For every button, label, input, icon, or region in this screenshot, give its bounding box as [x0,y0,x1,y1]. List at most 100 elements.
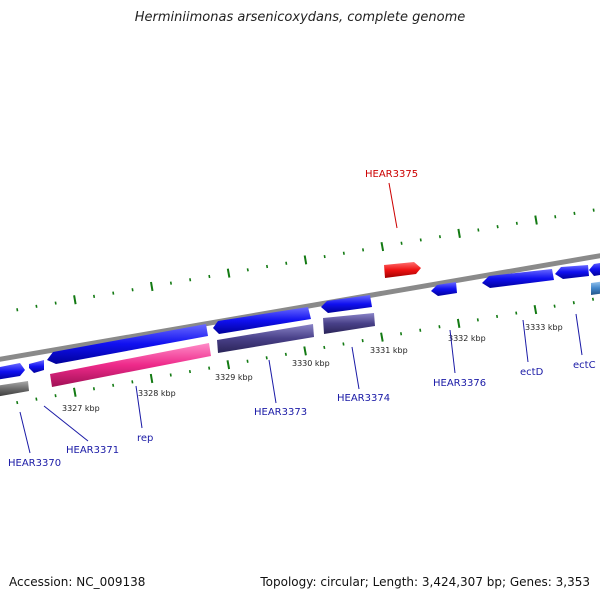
gene-arrow-forward-3[interactable] [47,324,208,364]
inner-minor-tick [419,328,422,332]
gene-label-hear3374[interactable]: HEAR3374 [337,393,390,404]
gene-arrow-forward-1[interactable] [0,363,25,380]
inner-minor-tick [92,387,95,391]
inner-major-tick [456,318,461,328]
outer-minor-tick [342,251,345,255]
inner-minor-tick [265,356,268,360]
inner-minor-tick [208,366,211,370]
page-title: Herminiimonas arsenicoxydans, complete g… [134,10,466,25]
gene-label-hear3376[interactable]: HEAR3376 [433,378,486,389]
outer-minor-tick [573,211,576,216]
leader-ectc [575,313,583,356]
gene-label-rep[interactable]: rep [137,433,153,444]
gene-arrow-forward-8[interactable] [555,265,589,279]
leader-hear3373 [268,359,277,404]
outer-minor-tick [285,261,288,265]
inner-minor-tick [553,304,556,308]
leader-ectd [522,319,529,363]
outer-tick-ring [16,208,595,312]
outer-minor-tick [131,288,134,292]
inner-minor-tick [54,394,57,398]
inner-tick-ring [16,297,595,405]
inner-major-tick [533,305,538,315]
inner-minor-tick [400,332,403,336]
kbp-label-3332: 3332 kbp [448,334,486,343]
outer-minor-tick [496,225,499,229]
kbp-label-3328: 3328 kbp [138,389,176,398]
outer-minor-tick [35,304,38,308]
inner-major-tick [303,346,307,356]
outer-minor-tick [323,254,326,259]
kbp-scale: 3327 kbp 3328 kbp 3329 kbp 3330 kbp 3331… [62,323,563,413]
gene-arrow-reverse-3[interactable] [323,313,375,334]
gene-arrow-forward-7[interactable] [482,269,554,288]
gene-arrow-forward-4[interactable] [213,307,311,334]
gene-arrow-forward-6[interactable] [431,282,457,296]
inner-minor-tick [572,301,575,305]
gene-label-hear3373[interactable]: HEAR3373 [254,407,307,418]
leader-hear3375 [388,182,398,229]
gene-arrow-forward-2[interactable] [29,360,44,373]
gene-arrow-forward-9[interactable] [589,262,600,276]
gene-arrow-reverse-1[interactable] [0,381,29,397]
genome-summary: Topology: circular; Length: 3,424,307 bp… [260,575,590,589]
genome-backbone [0,253,600,362]
leader-hear3370 [19,411,31,454]
outer-minor-tick [208,274,211,279]
inner-minor-tick [16,400,19,405]
label-leaders [19,182,583,454]
outer-minor-tick [246,268,249,272]
outer-major-tick [226,268,231,278]
leader-rep [135,385,143,429]
outer-minor-tick [419,238,422,242]
outer-minor-tick [400,241,403,245]
inner-minor-tick [246,359,249,363]
inner-minor-tick [476,318,479,322]
kbp-label-3329: 3329 kbp [215,373,253,382]
inner-minor-tick [112,383,115,387]
inner-minor-tick [496,314,499,319]
outer-minor-tick [266,264,269,269]
inner-major-tick [73,387,77,397]
inner-major-tick [149,373,154,384]
gene-arrow-hear3375[interactable] [384,262,421,278]
inner-minor-tick [591,297,595,301]
inner-minor-tick [169,373,172,377]
outer-minor-tick [16,308,19,312]
gene-label-ectc[interactable]: ectC [573,360,596,371]
gene-arrow-rep[interactable] [50,343,211,387]
gene-arrow-reverse-4[interactable] [591,281,600,295]
kbp-label-3331: 3331 kbp [370,346,408,355]
inner-minor-tick [438,325,441,329]
inner-minor-tick [361,338,364,343]
outer-minor-tick [554,215,557,219]
leader-hear3374 [351,346,360,390]
inner-major-tick [226,360,231,370]
outer-major-tick [380,242,385,252]
gene-label-hear3375[interactable]: HEAR3375 [365,169,418,180]
leader-hear3376 [449,329,456,374]
outer-minor-tick [93,294,96,299]
outer-major-tick [457,228,461,238]
kbp-label-3327: 3327 kbp [62,404,100,413]
outer-minor-tick [362,248,365,252]
gene-labels: HEAR3370 HEAR3371 rep HEAR3373 HEAR3374 … [8,169,596,469]
inner-minor-tick [515,311,518,315]
gene-arrow-forward-5[interactable] [321,295,372,313]
inner-minor-tick [131,380,134,384]
inner-minor-tick [284,352,287,356]
outer-minor-tick [477,228,480,232]
outer-minor-tick [592,208,595,212]
leader-hear3371 [43,405,89,442]
outer-major-tick [303,255,308,265]
outer-major-tick [150,281,154,292]
gene-label-ectd[interactable]: ectD [520,367,544,378]
gene-label-hear3371[interactable]: HEAR3371 [66,445,119,456]
kbp-label-3330: 3330 kbp [292,359,330,368]
inner-minor-tick [35,397,38,401]
gene-label-hear3370[interactable]: HEAR3370 [8,458,61,469]
gene-arrow-reverse-2[interactable] [217,324,314,353]
kbp-label-3333: 3333 kbp [525,323,563,332]
